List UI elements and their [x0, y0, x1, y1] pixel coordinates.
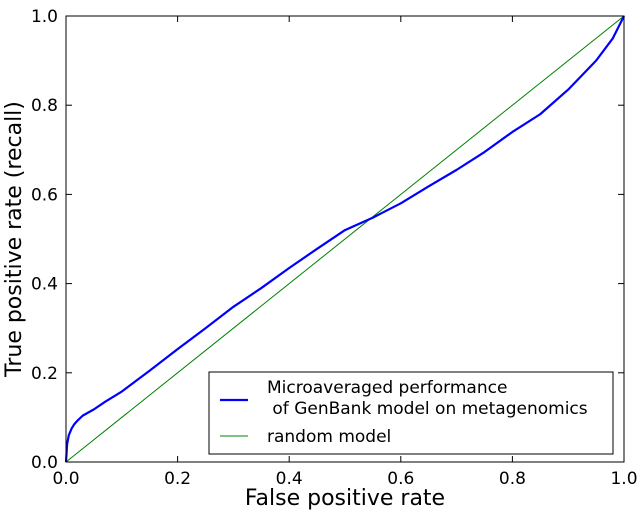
x-tick-label: 0.8 [499, 469, 526, 489]
y-tick-label: 0.8 [31, 96, 58, 116]
x-axis-label: False positive rate [245, 486, 445, 511]
series-layer [64, 15, 625, 463]
x-tick-label: 0.0 [52, 469, 79, 489]
y-tick-label: 0.4 [31, 275, 58, 295]
y-tick-label: 0.2 [31, 364, 58, 384]
y-axis-label: True positive rate (recall) [2, 101, 27, 378]
y-tick-label: 0.0 [31, 453, 58, 473]
y-tick-label: 1.0 [31, 7, 58, 27]
legend-label-random: random model [267, 427, 391, 447]
x-tick-label: 1.0 [610, 469, 637, 489]
legend-label-gb-model-line1: Microaveraged performance [267, 378, 507, 398]
x-tick-label: 0.6 [387, 469, 414, 489]
legend-label-gb-model-line2: of GenBank model on metagenomics [267, 399, 588, 419]
series-line-gb-model [64, 15, 625, 463]
ticks-layer: 0.0 0.2 0.4 0.6 0.8 1.0 0.0 0.2 0.4 0.6 0.8 1.0 [31, 7, 638, 489]
y-tick-label: 0.6 [31, 185, 58, 205]
legend-box [208, 371, 614, 455]
x-tick-label: 0.4 [276, 469, 303, 489]
plot-frame [65, 15, 625, 463]
x-tick-label: 0.2 [164, 469, 191, 489]
series-line-random [65, 15, 625, 463]
legend: Microaveraged performance of GenBank mod… [208, 371, 614, 455]
